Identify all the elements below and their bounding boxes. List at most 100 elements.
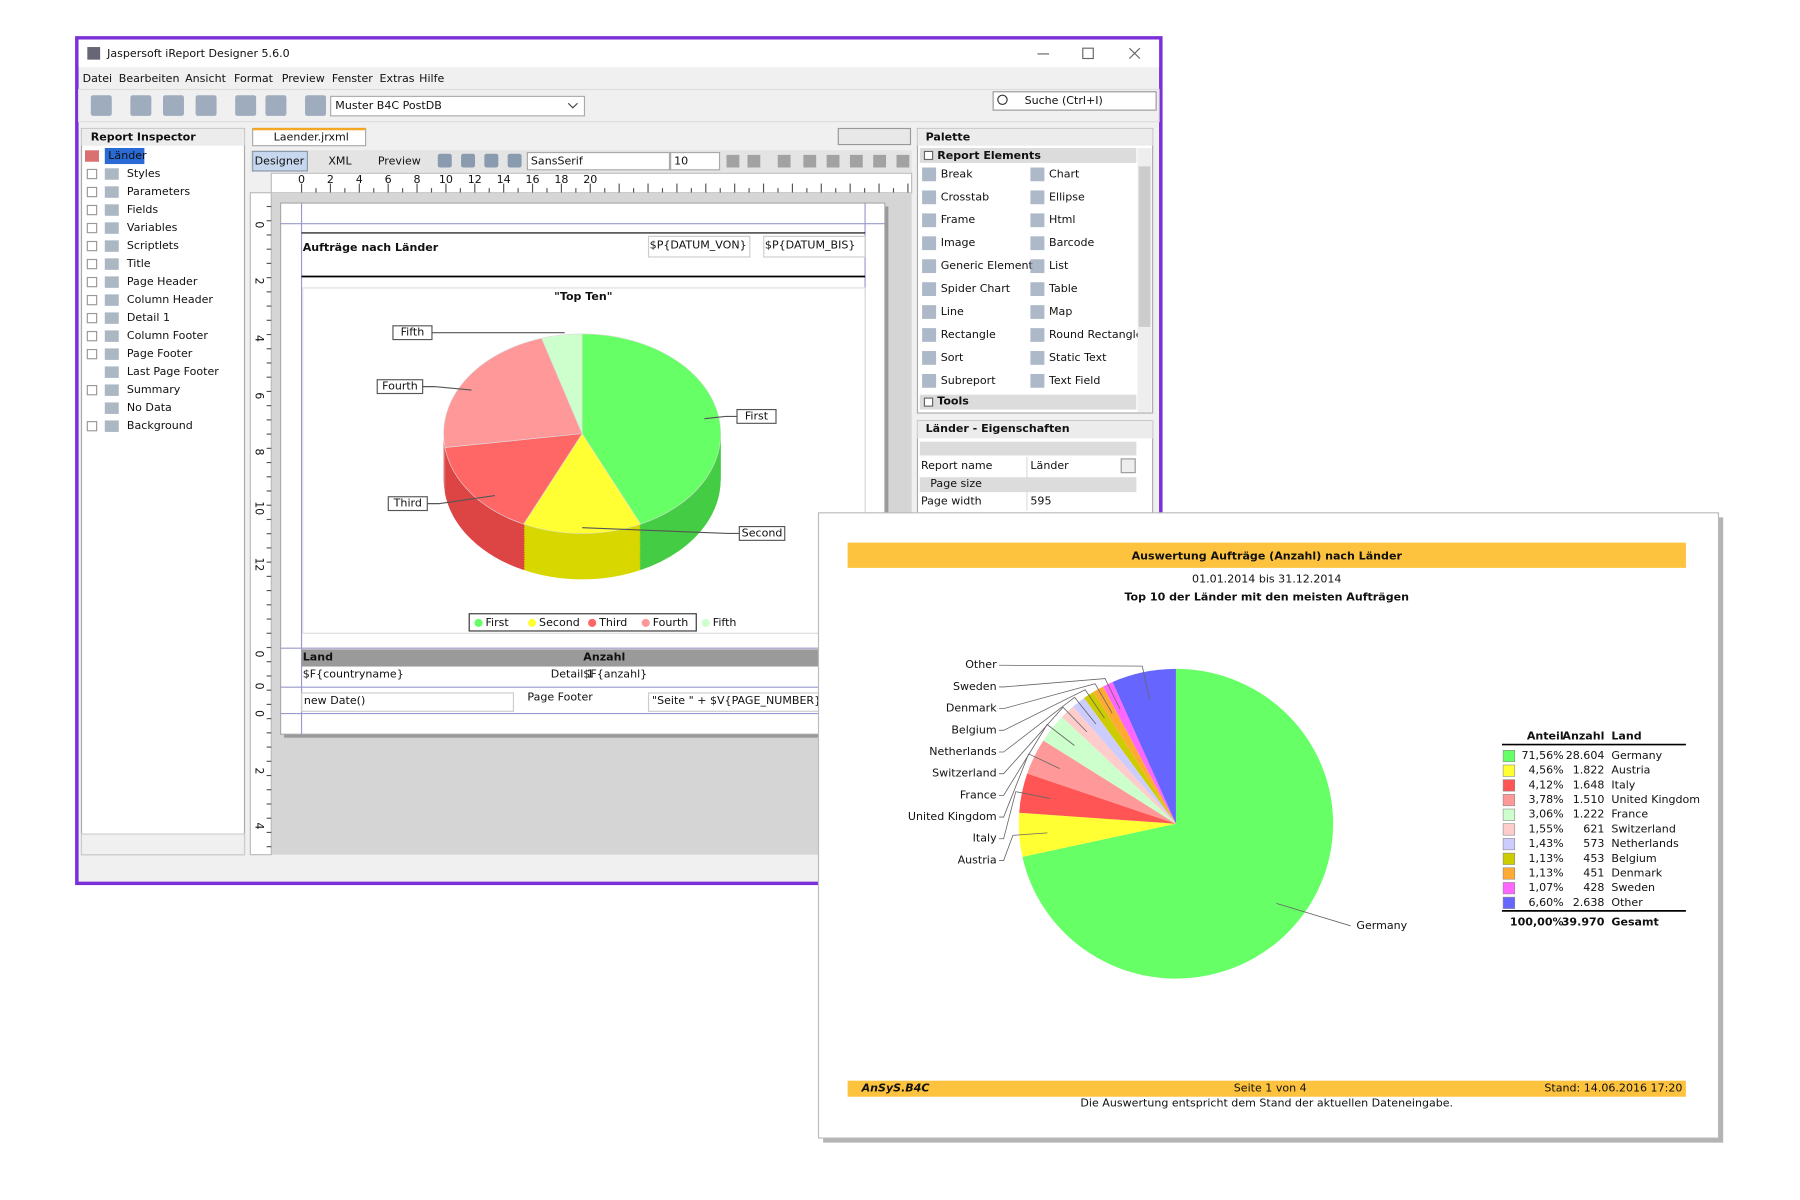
palette-item[interactable]: Rectangle: [941, 328, 996, 341]
format-icon[interactable]: [896, 154, 910, 168]
palette-item[interactable]: Chart: [1049, 167, 1080, 180]
palette-item[interactable]: Frame: [941, 213, 976, 226]
tree-item[interactable]: Detail 1: [127, 311, 170, 324]
expand-box[interactable]: [86, 222, 98, 234]
view-button[interactable]: Preview: [378, 155, 421, 168]
tree-item[interactable]: Summary: [127, 383, 181, 396]
palette-item[interactable]: Break: [941, 167, 974, 180]
tree-item[interactable]: Column Header: [127, 293, 214, 306]
tree-item[interactable]: Styles: [127, 167, 161, 180]
zoom-icon[interactable]: [461, 153, 476, 168]
footer-expression: new Date(): [304, 694, 365, 707]
toolbar-button[interactable]: [265, 95, 287, 116]
menu-item[interactable]: Bearbeiten: [119, 72, 180, 85]
ruler-label: 10: [439, 173, 453, 186]
palette-item[interactable]: Round Rectangle: [1049, 328, 1143, 341]
palette-item[interactable]: Sort: [941, 351, 964, 364]
tree-item[interactable]: Background: [127, 419, 193, 432]
toolbar-button[interactable]: [195, 95, 217, 116]
menu-item[interactable]: Ansicht: [185, 72, 227, 85]
palette-item[interactable]: Barcode: [1049, 236, 1095, 249]
menu-item[interactable]: Fenster: [332, 72, 373, 85]
table-total: 100,00%: [1510, 915, 1564, 928]
expand-box[interactable]: [86, 168, 98, 180]
tree-item[interactable]: Column Footer: [127, 329, 208, 342]
toolbar-button[interactable]: [163, 95, 184, 116]
palette-item[interactable]: Line: [941, 305, 964, 318]
tree-item[interactable]: Page Header: [127, 275, 198, 288]
palette-item[interactable]: Static Text: [1049, 351, 1107, 364]
scroll-thumb[interactable]: [1138, 166, 1151, 327]
menu-item[interactable]: Hilfe: [419, 72, 444, 85]
menu-item[interactable]: Extras: [380, 72, 415, 85]
ruler-label: 14: [497, 173, 511, 186]
format-icon[interactable]: [849, 154, 863, 168]
pie-label: Belgium: [951, 723, 996, 736]
zoom-icon[interactable]: [484, 153, 499, 168]
size-combo[interactable]: [670, 152, 721, 171]
view-button[interactable]: XML: [328, 155, 352, 168]
tree-item[interactable]: Last Page Footer: [127, 365, 219, 378]
palette-item[interactable]: Image: [941, 236, 976, 249]
palette-item[interactable]: Generic Element: [941, 259, 1034, 272]
tree-item[interactable]: Scriptlets: [127, 239, 179, 252]
designer-button[interactable]: [252, 150, 308, 172]
format-icon[interactable]: [826, 154, 840, 168]
tree-item[interactable]: Parameters: [127, 185, 191, 198]
zoom-icon[interactable]: [507, 153, 522, 168]
datasource-combo[interactable]: [330, 95, 586, 117]
expand-box[interactable]: [86, 421, 98, 432]
palette-item[interactable]: Text Field: [1048, 374, 1100, 387]
format-icon[interactable]: [747, 154, 761, 168]
toolbar-button[interactable]: [90, 95, 112, 116]
tree-item[interactable]: Title: [126, 257, 151, 270]
tree-item[interactable]: Variables: [127, 221, 178, 234]
menu-item[interactable]: Datei: [83, 72, 112, 85]
slice-label-box: [392, 325, 433, 341]
format-icon[interactable]: [777, 154, 791, 168]
expand-box[interactable]: [86, 385, 98, 396]
expand-box[interactable]: [86, 276, 98, 288]
view-button[interactable]: Designer: [255, 155, 305, 168]
palette-item[interactable]: Spider Chart: [941, 282, 1011, 295]
palette-item[interactable]: Ellipse: [1049, 190, 1085, 203]
tree-item[interactable]: Länder: [108, 149, 147, 162]
palette-item[interactable]: Table: [1048, 282, 1078, 295]
expand-box[interactable]: [86, 312, 98, 324]
inspector-bottom: [80, 833, 246, 856]
prop-button[interactable]: [1120, 458, 1136, 474]
font-combo[interactable]: [526, 152, 671, 171]
search-box[interactable]: [992, 91, 1157, 111]
toolbar-button[interactable]: [130, 95, 152, 116]
palette-item[interactable]: Html: [1049, 213, 1075, 226]
expand-box[interactable]: [86, 330, 98, 342]
country: Italy: [1611, 778, 1635, 791]
tree-item[interactable]: Fields: [127, 203, 159, 216]
palette-item[interactable]: List: [1049, 259, 1069, 272]
format-icon[interactable]: [803, 154, 817, 168]
toolbar-button[interactable]: [305, 95, 327, 116]
format-icon[interactable]: [873, 154, 887, 168]
share: 1,13%: [1529, 867, 1564, 880]
expand-box[interactable]: [86, 348, 98, 360]
tree-item[interactable]: Page Footer: [127, 347, 193, 360]
palette-item[interactable]: Subreport: [941, 374, 996, 387]
expand-box[interactable]: [86, 294, 98, 306]
prop-value: Länder: [1030, 459, 1069, 472]
palette-item[interactable]: Crosstab: [941, 190, 989, 203]
tab-title[interactable]: Laender.jrxml: [274, 131, 349, 144]
pie-slice: [1027, 740, 1176, 824]
tree-item[interactable]: No Data: [127, 401, 172, 414]
expand-box[interactable]: [86, 240, 98, 252]
expand-box[interactable]: [86, 186, 98, 198]
expand-box[interactable]: [86, 204, 98, 216]
zoom-icon[interactable]: [437, 153, 452, 168]
menu-item[interactable]: Preview: [282, 72, 325, 85]
palette-item[interactable]: Map: [1049, 305, 1072, 318]
palette-icon: [1030, 236, 1045, 251]
format-icon[interactable]: [726, 154, 740, 168]
expand-box[interactable]: [86, 258, 98, 270]
toolbar-button[interactable]: [235, 95, 257, 116]
menu-item[interactable]: Format: [234, 72, 274, 85]
maximize[interactable]: [1082, 47, 1094, 60]
